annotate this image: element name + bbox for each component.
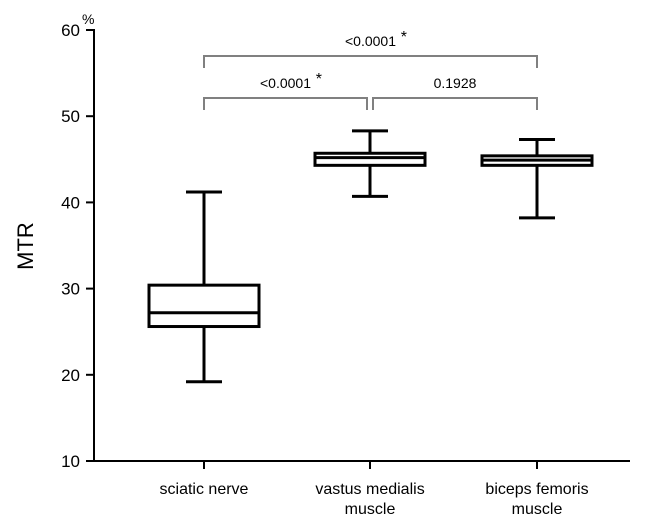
interquartile-box: [313, 151, 427, 167]
box-layer: [147, 129, 594, 384]
x-category-label: muscle: [345, 501, 396, 516]
comparison-bracket: <0.0001 *: [203, 71, 368, 110]
y-tick-label: 50: [61, 107, 80, 126]
bracket-line: [203, 97, 368, 110]
p-value-label: <0.0001: [260, 75, 311, 91]
y-tick-label: 40: [61, 193, 80, 212]
x-category-label: muscle: [512, 501, 563, 516]
y-axis-title: MTR: [13, 222, 38, 270]
y-tick-label: 30: [61, 280, 80, 299]
p-value-label: <0.0001: [345, 33, 396, 49]
y-tick-label: 20: [61, 366, 80, 385]
comparison-bracket: <0.0001 *: [203, 29, 538, 68]
y-tick-label: 60: [61, 21, 80, 40]
x-category-label: vastus medialis: [315, 481, 424, 498]
axis-layer: 10 20 30 40 50 60 sciatic nerve vastus medialis…: [61, 21, 630, 518]
bracket-line: [372, 97, 538, 110]
significance-star: *: [401, 29, 407, 46]
p-value-label: 0.1928: [434, 75, 477, 91]
significance-star: *: [316, 71, 322, 88]
box-1: [147, 190, 261, 384]
bracket-line: [203, 55, 538, 68]
comparison-layer: <0.0001 * 0.1928 <0.0001 *: [203, 29, 538, 110]
box-3: [480, 137, 594, 220]
y-tick-label: 10: [61, 452, 80, 471]
x-category-label: sciatic nerve: [160, 481, 249, 498]
box-2: [313, 129, 427, 198]
interquartile-box: [147, 283, 261, 329]
comparison-bracket: 0.1928: [372, 75, 538, 110]
x-category-label: biceps femoris: [485, 481, 588, 498]
y-axis-unit: %: [82, 11, 94, 27]
